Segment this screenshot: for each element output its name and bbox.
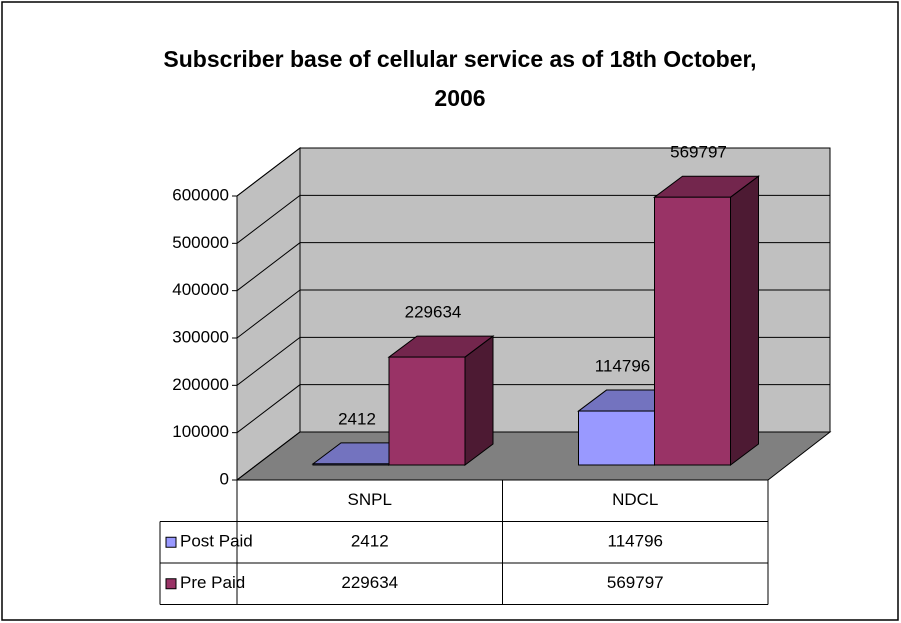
bar (578, 410, 655, 466)
data-label: 569797 (670, 143, 727, 162)
y-tick-label: 200000 (172, 375, 229, 394)
bar-side (730, 175, 759, 466)
grid-line (236, 194, 830, 244)
bar (312, 463, 390, 466)
x-tick-label: SNPL (348, 490, 392, 509)
y-tick-label: 600000 (172, 185, 229, 204)
table-cell: 569797 (607, 573, 664, 592)
data-label: 114796 (595, 357, 650, 376)
legend-swatch (165, 578, 177, 590)
bar-side (464, 335, 494, 466)
grid-line (236, 289, 830, 339)
y-tick-label: 0 (220, 469, 229, 488)
x-tick-label: NDCL (612, 490, 658, 509)
legend-swatch (165, 536, 177, 548)
grid-line (236, 147, 830, 197)
grid-line (236, 384, 830, 434)
y-tick-label: 500000 (172, 233, 229, 252)
legend-label: Pre Paid (180, 573, 245, 592)
grid-line (236, 336, 830, 386)
grid-line (236, 242, 830, 292)
bar (388, 356, 466, 466)
chart-title: Subscriber base of cellular service as o… (163, 46, 757, 111)
y-tick-label: 100000 (172, 422, 229, 441)
table-cell: 229634 (341, 573, 398, 592)
table-cell: 114796 (608, 532, 663, 551)
data-label: 229634 (405, 303, 462, 322)
y-tick-label: 300000 (172, 327, 229, 346)
y-tick-label: 400000 (172, 280, 229, 299)
legend-label: Post Paid (180, 532, 253, 551)
table-cell: 2412 (351, 532, 389, 551)
bar (654, 196, 731, 466)
data-label: 2412 (338, 409, 376, 428)
